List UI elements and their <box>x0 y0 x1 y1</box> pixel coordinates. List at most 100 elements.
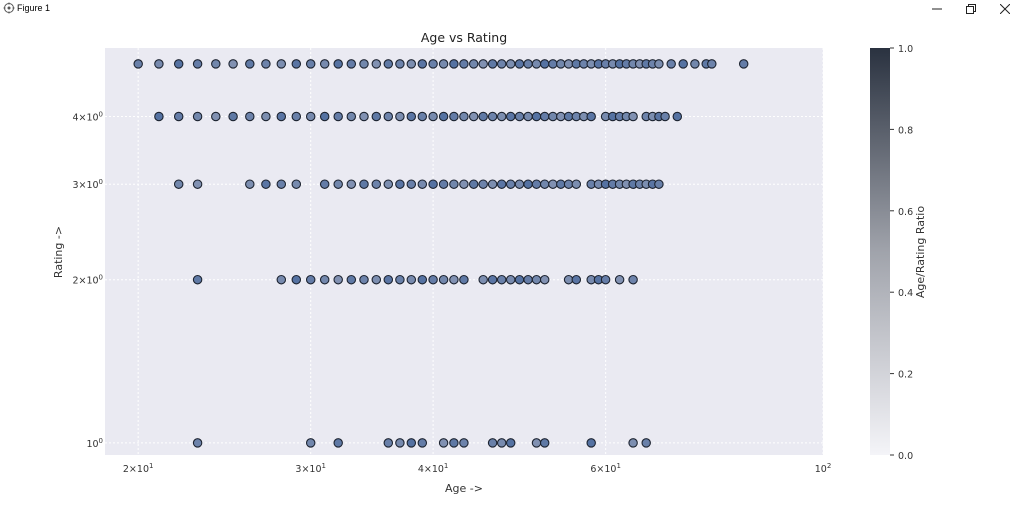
data-point <box>333 274 343 285</box>
data-point <box>505 179 516 189</box>
data-point <box>523 59 533 69</box>
data-point <box>523 179 533 189</box>
colorbar <box>870 48 890 455</box>
data-point <box>628 111 638 122</box>
data-point <box>660 111 670 122</box>
data-point <box>586 111 596 122</box>
data-point <box>245 59 255 69</box>
data-point <box>291 179 302 189</box>
data-point <box>449 274 459 285</box>
data-point <box>496 59 507 69</box>
data-point <box>406 274 417 285</box>
data-point <box>523 274 533 285</box>
data-point <box>505 274 516 285</box>
data-point <box>478 274 488 285</box>
data-point <box>428 179 438 189</box>
x-tick-label: 2×101 <box>123 462 154 475</box>
data-point <box>468 111 479 122</box>
data-point <box>383 111 394 122</box>
data-point <box>192 274 203 285</box>
data-point <box>539 179 550 189</box>
data-point <box>346 111 357 122</box>
data-point <box>496 179 507 189</box>
data-point <box>571 179 582 189</box>
window-title-bar: Figure 1 <box>0 0 1024 18</box>
data-point <box>245 179 255 189</box>
data-point <box>359 111 369 122</box>
data-point <box>487 179 498 189</box>
data-point <box>539 438 550 448</box>
data-point <box>333 438 343 448</box>
data-point <box>305 274 316 285</box>
data-point <box>531 438 542 448</box>
data-point <box>628 438 638 448</box>
data-point <box>305 59 316 69</box>
data-point <box>428 111 438 122</box>
data-point <box>333 111 343 122</box>
data-point <box>346 179 357 189</box>
data-point <box>449 438 459 448</box>
x-tick-label: 3×101 <box>295 462 326 475</box>
data-point <box>192 59 203 69</box>
data-point <box>245 111 255 122</box>
data-point <box>556 59 566 69</box>
data-point <box>276 59 287 69</box>
data-point <box>333 179 343 189</box>
data-point <box>406 179 417 189</box>
data-point <box>406 59 417 69</box>
data-point <box>261 179 271 189</box>
data-point <box>417 438 428 448</box>
data-point <box>600 274 611 285</box>
data-point <box>556 111 566 122</box>
data-point <box>133 59 143 69</box>
x-tick-label: 6×101 <box>590 462 621 475</box>
data-point <box>459 438 469 448</box>
data-point <box>678 59 688 69</box>
data-point <box>319 274 330 285</box>
data-point <box>395 274 405 285</box>
data-point <box>438 111 449 122</box>
data-point <box>417 179 428 189</box>
data-point <box>211 59 221 69</box>
data-point <box>228 59 238 69</box>
minimize-icon <box>932 8 942 10</box>
data-point <box>531 59 542 69</box>
data-points <box>133 59 749 448</box>
data-point <box>428 59 438 69</box>
colorbar-tick-label: 0.0 <box>898 451 913 462</box>
restore-button[interactable] <box>954 0 988 18</box>
data-point <box>514 111 525 122</box>
data-point <box>192 438 203 448</box>
data-point <box>438 438 449 448</box>
data-point <box>707 59 717 69</box>
data-point <box>333 59 343 69</box>
plot-area <box>105 48 823 455</box>
data-point <box>690 59 700 69</box>
colorbar-ticks: 0.0 0.2 0.4 0.6 0.8 1.0 <box>890 44 913 462</box>
data-point <box>395 111 405 122</box>
data-point <box>563 59 574 69</box>
close-button[interactable] <box>988 0 1022 18</box>
data-point <box>487 274 498 285</box>
data-point <box>487 59 498 69</box>
colorbar-tick-label: 0.8 <box>898 125 913 136</box>
data-point <box>514 274 525 285</box>
y-tick-label: 100 <box>86 437 103 450</box>
data-point <box>628 274 638 285</box>
data-point <box>531 274 542 285</box>
data-point <box>548 111 558 122</box>
close-icon <box>1000 4 1010 14</box>
data-point <box>449 179 459 189</box>
data-point <box>305 111 316 122</box>
x-axis-label: Age -> <box>445 482 483 495</box>
data-point <box>192 179 203 189</box>
colorbar-tick-label: 0.4 <box>898 288 913 299</box>
minimize-button[interactable] <box>920 0 954 18</box>
data-point <box>478 111 488 122</box>
data-point <box>523 111 533 122</box>
y-axis-ticks: 100 2×100 3×100 4×100 <box>72 110 103 449</box>
data-point <box>514 179 525 189</box>
colorbar-tick-label: 0.2 <box>898 370 913 381</box>
data-point <box>505 438 516 448</box>
data-point <box>654 59 664 69</box>
